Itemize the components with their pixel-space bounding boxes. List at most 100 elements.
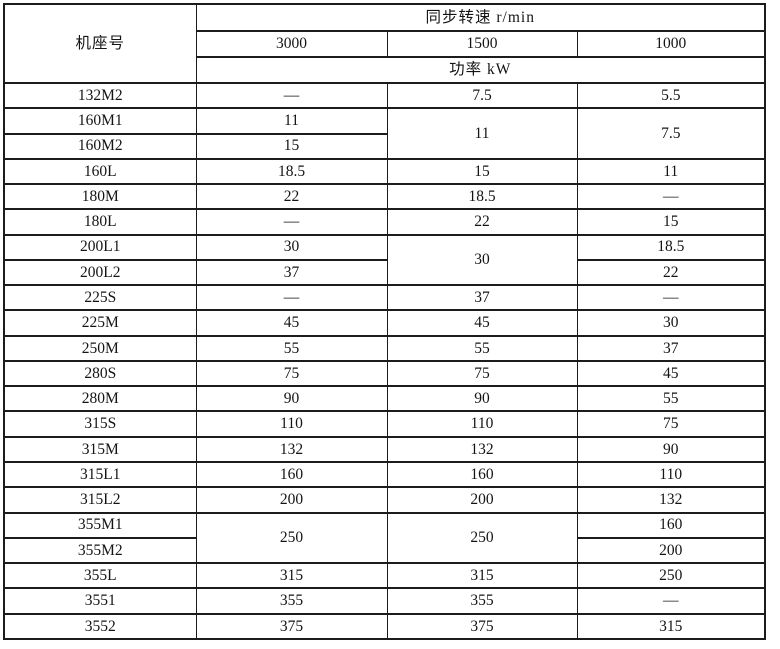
power-value-cell: 375 [195,612,388,641]
frame-number-cell: 180M [3,183,197,211]
power-value-cell: — [195,81,388,110]
power-value-cell: 110 [195,410,388,438]
frame-number-cell: 160L [3,157,197,186]
power-value-cell: — [576,587,766,615]
table-row: 355M1 250 250 160 [3,511,766,565]
power-value-cell: 315 [576,612,766,641]
table-row: 315L2 200 200 132 [3,486,766,514]
power-value-cell: 160 [576,511,766,539]
table-row: 132M2—7.5 5.5 [3,81,766,110]
power-value-cell: 22 [576,258,766,287]
power-value-cell: 75 [195,359,388,388]
power-value-cell: 315 [386,562,578,590]
power-value-cell: 18.5 [576,233,766,261]
table-row: 250M 55 55 37 [3,334,766,362]
power-value-cell: 45 [195,309,388,337]
table-row: 355M2 200 [3,536,766,565]
power-value-cell: — [576,183,766,211]
frame-number-cell: 225M [3,309,197,337]
power-value-cell: 250 [195,511,388,565]
power-value-cell: 250 [576,562,766,590]
frame-number-cell: 160M1 [3,107,197,135]
frame-number-cell: 180L [3,208,197,236]
power-value-cell: — [195,208,388,236]
table-row: 3552 375 375 315 [3,612,766,641]
frame-number-header: 机座号 [3,3,197,84]
power-value-cell: 11 [386,107,578,160]
table-row: 180M 22 18.5— [3,183,766,211]
table-row: 160L 18.5 15 11 [3,157,766,186]
table-row: 280M 90 90 55 [3,385,766,413]
power-value-cell: — [576,284,766,312]
table-row: 280S 75 75 45 [3,359,766,388]
sync-speed-header: 同步转速 r/min [195,3,766,32]
frame-number-cell: 315S [3,410,197,438]
table-row: 355L 315 315 250 [3,562,766,590]
table-row: 200L1 30 30 18.5 [3,233,766,287]
frame-number-cell: 355M2 [3,536,197,565]
power-value-cell: 55 [386,334,578,362]
power-value-cell: 15 [195,132,388,160]
power-value-cell: 11 [576,157,766,186]
power-value-cell: 315 [195,562,388,590]
power-value-cell: 15 [576,208,766,236]
power-value-cell: 45 [386,309,578,337]
frame-number-cell: 250M [3,334,197,362]
frame-number-cell: 3551 [3,587,197,615]
power-value-cell: 5.5 [576,81,766,110]
power-value-cell: 90 [386,385,578,413]
frame-number-cell: 355M1 [3,511,197,539]
table-body: 132M2—7.5 5.5 160M1 11 11 7.5 160M2 15 160L 18.5 1… [3,81,766,641]
power-value-cell: 37 [576,334,766,362]
power-value-cell: 11 [195,107,388,135]
power-value-cell: 45 [576,359,766,388]
power-unit-header: 功率 kW [195,56,766,84]
table-row: 315M 132 132 90 [3,435,766,463]
speed-column-1500: 1500 [386,30,578,58]
power-value-cell: 200 [386,486,578,514]
power-value-cell: 355 [195,587,388,615]
power-value-cell: 55 [576,385,766,413]
power-value-cell: 22 [386,208,578,236]
power-value-cell: 132 [386,435,578,463]
table-row: 225S —37— [3,284,766,312]
power-value-cell: 18.5 [195,157,388,186]
power-value-cell: 30 [576,309,766,337]
frame-number-cell: 280M [3,385,197,413]
power-value-cell: 132 [576,486,766,514]
power-value-cell: 132 [195,435,388,463]
table-row: 3551 355 355— [3,587,766,615]
power-value-cell: 110 [386,410,578,438]
speed-column-3000: 3000 [195,30,388,58]
header-row-power: 功率 kW [4,56,766,84]
power-value-cell: 110 [576,460,766,489]
power-value-cell: 22 [195,183,388,211]
power-value-cell: 7.5 [576,107,766,160]
power-value-cell: 37 [195,258,388,287]
frame-number-cell: 315M [3,435,197,463]
frame-number-cell: 200L1 [3,233,197,261]
power-value-cell: 15 [386,157,578,186]
table-row: 200L2 37 22 [3,258,766,287]
power-value-cell: 160 [195,460,388,489]
motor-power-spec-table: 机座号 同步转速 r/min 3000 1500 1000 功率 kW 132M… [3,3,767,641]
power-value-cell: 37 [386,284,578,312]
header-row-speed: 机座号 同步转速 r/min [3,3,766,84]
power-value-cell: 30 [195,233,388,261]
power-value-cell: 18.5 [386,183,578,211]
table-row: 315L1 160 160 110 [3,460,766,489]
header-row-speed-values: 3000 1500 1000 [4,30,766,58]
power-value-cell: 200 [576,536,766,565]
frame-number-cell: 225S [3,284,197,312]
power-value-cell: 75 [576,410,766,438]
frame-number-cell: 315L1 [3,460,197,489]
frame-number-cell: 132M2 [3,81,197,110]
frame-number-cell: 280S [3,359,197,388]
power-value-cell: 30 [386,233,578,287]
power-value-cell: 355 [386,587,578,615]
table-row: 225M 45 45 30 [3,309,766,337]
frame-number-cell: 315L2 [3,486,197,514]
power-value-cell: 375 [386,612,578,641]
power-value-cell: 250 [386,511,578,565]
